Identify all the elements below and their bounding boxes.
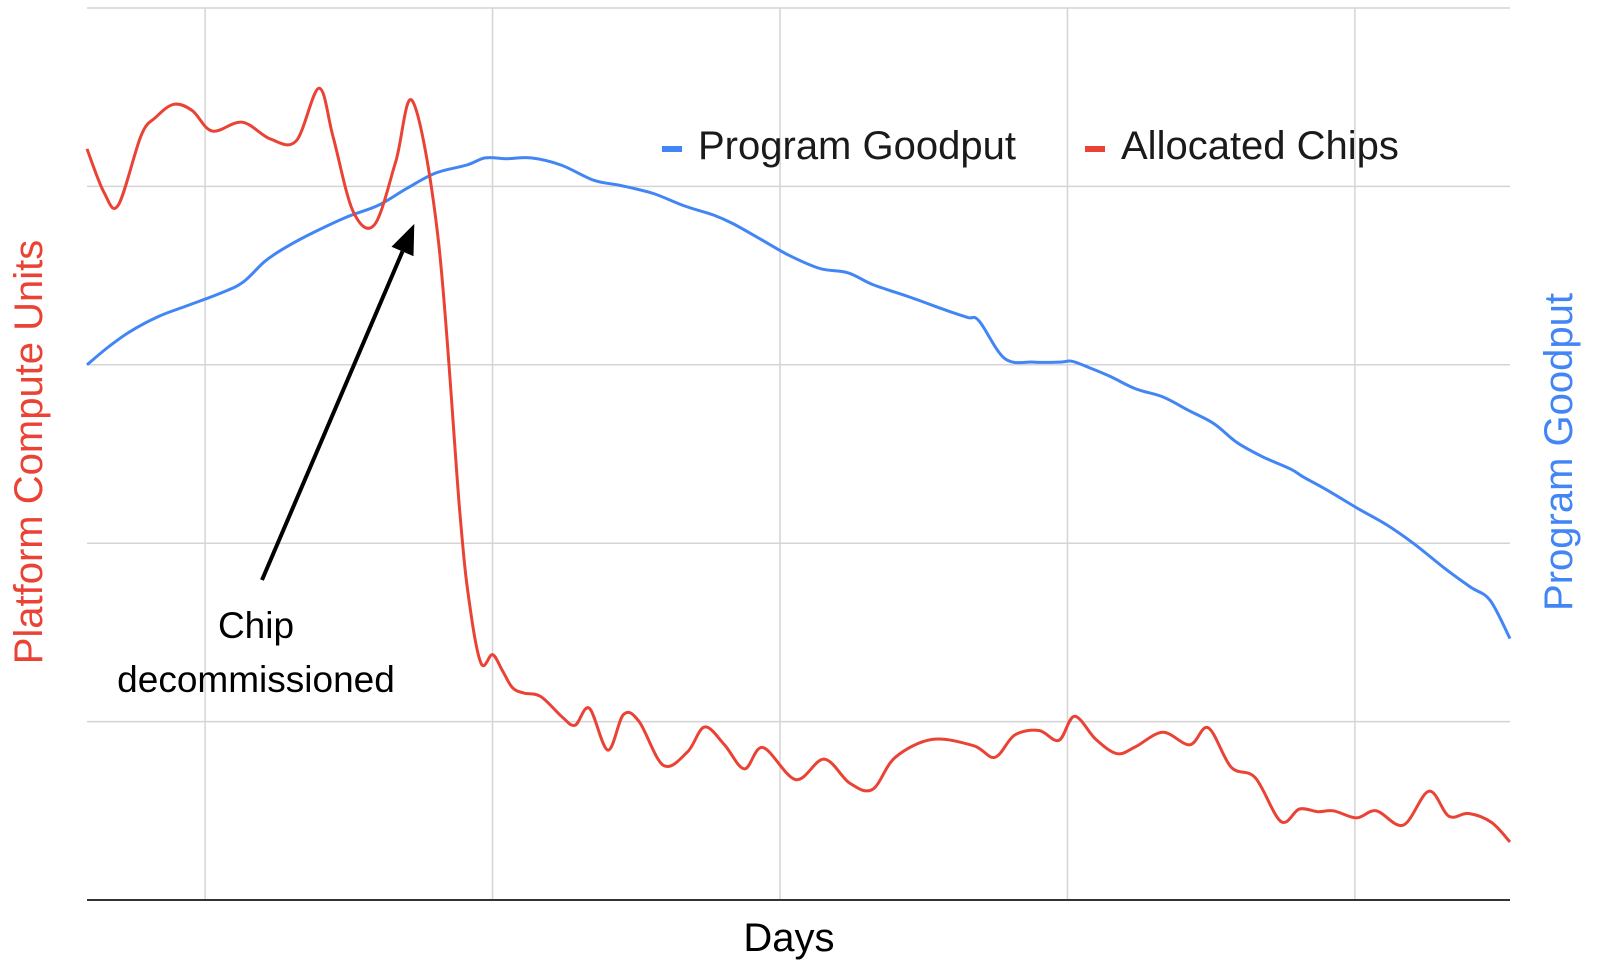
legend-swatch-program-goodput <box>662 146 682 152</box>
x-axis-title: Days <box>743 916 834 960</box>
y-axis-title-left: Platform Compute Units <box>7 240 51 665</box>
grid <box>87 7 1510 900</box>
annotation-arrow-shaft <box>260 250 405 581</box>
legend-swatch-allocated-chips <box>1085 146 1105 152</box>
series-line-program-goodput <box>86 156 1512 640</box>
y-axis-title-right: Program Goodput <box>1537 293 1581 611</box>
annotation-arrow-head <box>391 223 415 257</box>
annotation: Chip decommissioned <box>117 223 415 700</box>
legend-label-program-goodput: Program Goodput <box>698 124 1016 168</box>
annotation-text-line-1: Chip <box>218 605 294 646</box>
series-line-allocated-chips <box>85 86 1512 844</box>
legend: Program Goodput Allocated Chips <box>662 124 1399 168</box>
legend-label-allocated-chips: Allocated Chips <box>1121 124 1399 168</box>
annotation-text-line-2: decommissioned <box>117 659 395 700</box>
